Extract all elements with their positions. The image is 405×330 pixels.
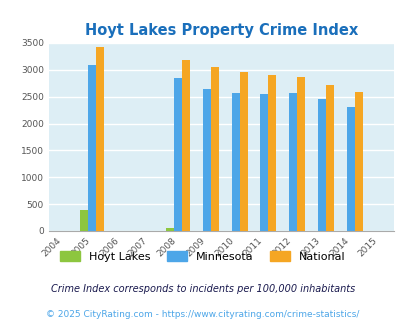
Text: © 2025 CityRating.com - https://www.cityrating.com/crime-statistics/: © 2025 CityRating.com - https://www.city… [46,310,359,319]
Bar [182,59,190,231]
Bar [211,67,218,231]
Bar [268,75,276,231]
Bar [174,78,182,231]
Bar [260,94,268,231]
Bar [231,93,239,231]
Bar [239,73,247,231]
Bar [354,92,362,231]
Text: Crime Index corresponds to incidents per 100,000 inhabitants: Crime Index corresponds to incidents per… [51,284,354,294]
Bar [288,93,296,231]
Bar [325,85,333,231]
Bar [87,65,96,231]
Bar [202,89,211,231]
Bar [166,228,174,231]
Bar [317,99,325,231]
Bar [96,47,104,231]
Bar [296,77,305,231]
Bar [346,107,354,231]
Title: Hoyt Lakes Property Crime Index: Hoyt Lakes Property Crime Index [84,22,357,38]
Legend: Hoyt Lakes, Minnesota, National: Hoyt Lakes, Minnesota, National [57,248,348,266]
Bar [80,210,87,231]
